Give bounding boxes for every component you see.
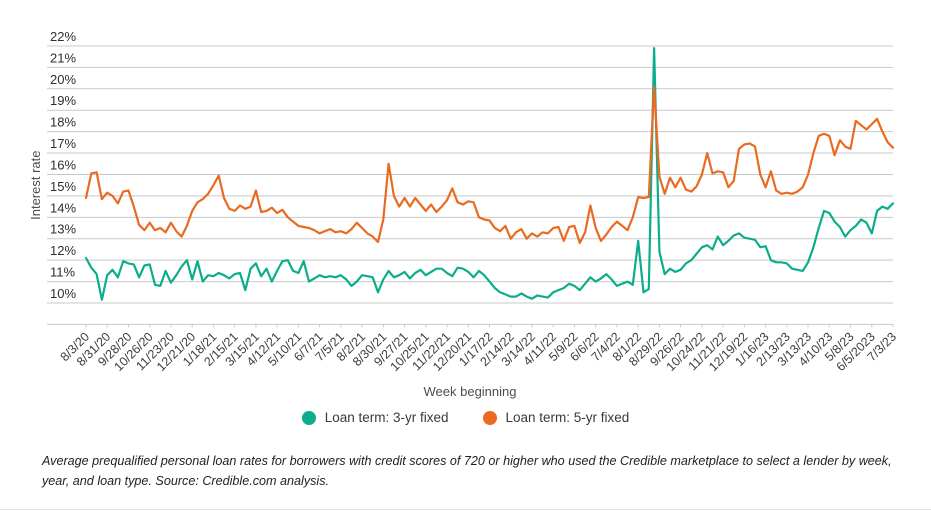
y-tick-label: 21% (50, 50, 76, 65)
legend-label: Loan term: 3-yr fixed (324, 410, 449, 425)
legend-item-5yr: Loan term: 5-yr fixed (482, 410, 630, 425)
y-tick-label: 18% (50, 115, 76, 130)
x-axis-title: Week beginning (424, 384, 517, 399)
legend-label: Loan term: 5-yr fixed (505, 410, 630, 425)
series-line-3yr-fixed (84, 46, 895, 301)
y-tick-label: 16% (50, 157, 76, 172)
y-tick-label: 11% (50, 265, 75, 280)
y-tick-label: 10% (50, 286, 76, 301)
bottom-divider (0, 509, 931, 510)
chart-caption: Average prequalified personal loan rates… (42, 454, 892, 488)
y-tick-label: 20% (50, 72, 76, 87)
loan-rates-chart: 10% 11% 12% 13% 14% 15% 16% 17% 18% 19% 20% 21% 22% I… (28, 29, 899, 399)
legend-item-3yr: Loan term: 3-yr fixed (301, 410, 449, 425)
y-tick-label: 19% (50, 93, 76, 108)
y-tick-label: 17% (50, 136, 76, 151)
y-tick-label: 12% (50, 243, 76, 258)
y-tick-label: 22% (50, 29, 76, 44)
legend-dot-icon (482, 410, 497, 425)
series-line-5yr-fixed (84, 85, 895, 245)
y-axis-title: Interest rate (28, 151, 43, 220)
y-tick-label: 14% (50, 200, 76, 215)
chart-canvas: 10% 11% 12% 13% 14% 15% 16% 17% 18% 19% 20% 21% 22% I… (28, 29, 899, 399)
y-tick-label: 13% (50, 222, 76, 237)
chart-legend: Loan term: 3-yr fixed Loan term: 5-yr fix… (0, 410, 931, 425)
legend-dot-icon (301, 410, 316, 425)
y-tick-label: 15% (50, 179, 76, 194)
